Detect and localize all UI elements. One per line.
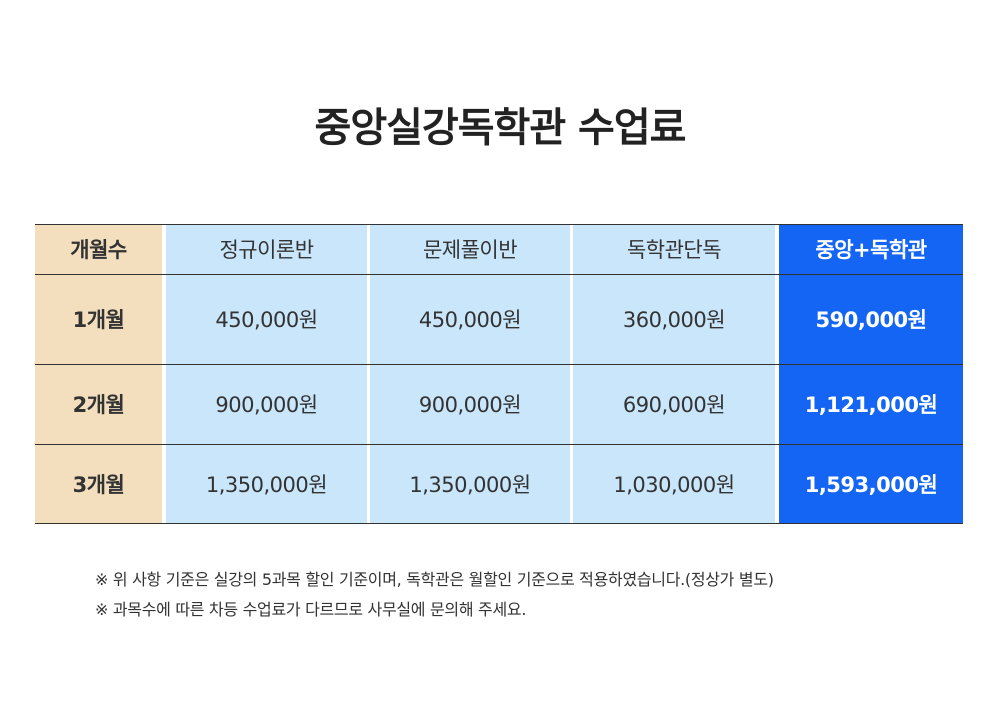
table-cell: 1,593,000원 xyxy=(779,444,963,524)
row-line xyxy=(35,364,963,365)
table-cell: 1,350,000원 xyxy=(166,444,367,524)
note: ※ 과목수에 따른 차등 수업료가 다르므로 사무실에 문의해 주세요. xyxy=(95,600,527,619)
header-cell: 개월수 xyxy=(35,224,162,274)
table-cell: 690,000원 xyxy=(573,364,775,444)
header-cell: 정규이론반 xyxy=(166,224,367,274)
table-cell: 1,030,000원 xyxy=(573,444,775,524)
table-cell: 2개월 xyxy=(35,364,162,444)
row-line xyxy=(35,523,963,524)
note: ※ 위 사항 기준은 실강의 5과목 할인 기준이며, 독학관은 월할인 기준으… xyxy=(95,570,774,589)
row-line xyxy=(35,274,963,275)
table-cell: 360,000원 xyxy=(573,274,775,364)
title: 중앙실강독학관 수업료 xyxy=(314,105,687,151)
row-line xyxy=(35,444,963,445)
table-cell: 900,000원 xyxy=(166,364,367,444)
table-cell: 1,121,000원 xyxy=(779,364,963,444)
table-cell: 450,000원 xyxy=(370,274,570,364)
table-cell: 450,000원 xyxy=(166,274,367,364)
header-cell: 중앙+독학관 xyxy=(779,224,963,274)
row-line xyxy=(35,224,963,225)
table-cell: 900,000원 xyxy=(370,364,570,444)
table-cell: 590,000원 xyxy=(779,274,963,364)
header-cell: 독학관단독 xyxy=(573,224,775,274)
table-cell: 1개월 xyxy=(35,274,162,364)
table-cell: 3개월 xyxy=(35,444,162,524)
table-cell: 1,350,000원 xyxy=(370,444,570,524)
header-cell: 문제풀이반 xyxy=(370,224,570,274)
